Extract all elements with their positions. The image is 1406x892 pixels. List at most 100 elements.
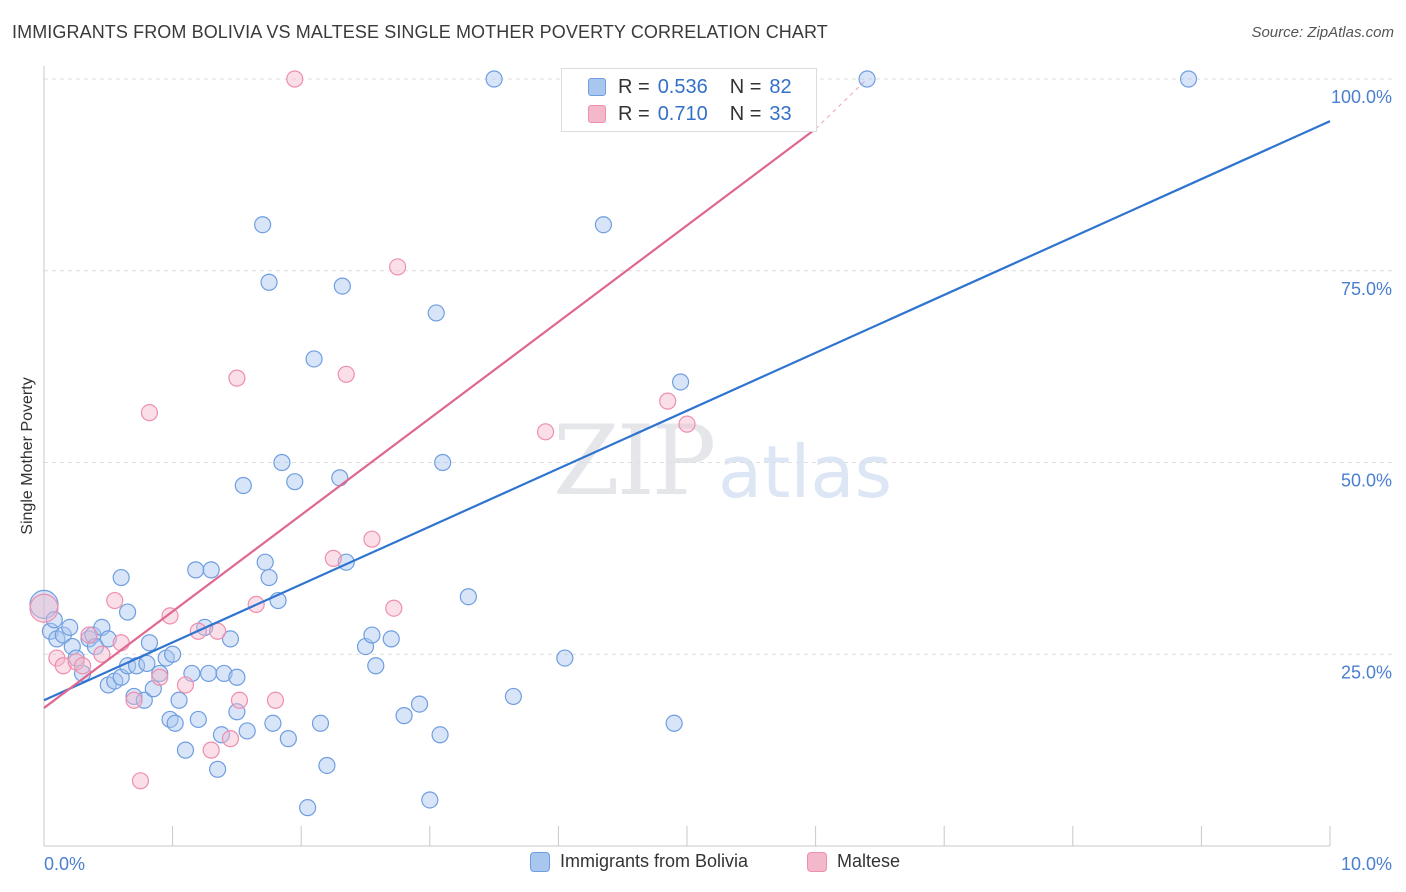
point-bolivia [459,588,477,606]
axes [43,66,1331,847]
point-bolivia [45,611,63,629]
point-bolivia [209,760,227,778]
point-maltese [678,415,696,433]
tick-labels: 25.0% 50.0% 75.0% 100.0% 0.0% 10.0% [44,87,1392,874]
point-maltese [337,365,355,383]
point-bolivia [556,649,574,667]
point-bolivia [311,714,330,732]
series-bolivia-points [29,70,1198,817]
legend-item-bolivia[interactable]: Immigrants from Bolivia [530,851,748,872]
point-maltese [385,599,403,617]
point-bolivia [260,568,278,587]
legend-label-bolivia: Immigrants from Bolivia [560,851,749,871]
point-maltese [363,530,381,548]
point-maltese [221,730,240,748]
point-bolivia [594,216,613,234]
point-maltese [112,634,130,652]
y-tick-label: 75.0% [1341,279,1392,299]
trendline-bolivia [43,120,1331,702]
series-legend: Immigrants from Bolivia Maltese [0,851,1406,877]
point-maltese [389,258,407,276]
legend-swatch-maltese [807,851,827,872]
point-bolivia [410,695,429,713]
point-bolivia [221,630,240,648]
source-label[interactable]: Source: ZipAtlas.com [1251,24,1394,41]
point-maltese [161,607,179,625]
point-bolivia [212,726,231,744]
point-maltese [202,741,220,759]
point-bolivia [264,714,282,732]
legend-r-value: 0.536 [657,75,708,98]
legend-swatch-maltese [588,105,606,123]
gridlines [44,78,1392,655]
legend-n-value: 82 [769,75,792,98]
point-bolivia [305,350,323,368]
point-bolivia [671,373,690,391]
point-maltese [230,691,249,709]
point-maltese [73,657,92,675]
point-maltese [659,392,677,410]
point-bolivia [238,722,256,740]
legend-row-maltese: R = 0.710 N = 33 [588,102,792,126]
point-maltese [80,626,98,644]
point-bolivia [382,630,400,648]
point-maltese [54,657,72,675]
point-bolivia [118,603,137,621]
point-bolivia [187,561,205,579]
point-bolivia [256,553,274,571]
point-bolivia [189,710,207,729]
legend-n-label: N = [729,102,762,125]
legend-item-maltese[interactable]: Maltese [807,851,900,872]
point-bolivia [260,273,278,291]
point-bolivia [279,730,297,748]
point-maltese [324,549,342,567]
point-maltese [176,676,195,694]
point-bolivia [61,618,79,637]
point-bolivia [99,630,117,648]
y-axis-label: Single Mother Poverty [19,377,36,535]
y-tick-label: 50.0% [1341,471,1392,491]
point-maltese [140,404,159,422]
point-bolivia [434,453,452,472]
point-bolivia [140,634,159,652]
point-maltese [228,369,246,387]
point-maltese [266,691,285,709]
legend-r-value: 0.710 [657,102,708,125]
point-bolivia [215,664,233,683]
series-maltese-points [29,70,735,790]
legend-r-label: R = [618,75,650,98]
legend-label-maltese: Maltese [837,851,901,871]
y-tick-label: 25.0% [1341,662,1392,682]
point-bolivia [170,691,188,709]
point-bolivia [151,664,169,683]
point-maltese [131,772,150,790]
point-bolivia [299,799,317,817]
point-maltese [29,593,59,623]
point-bolivia [367,657,385,675]
legend-swatch-bolivia [530,851,550,872]
point-bolivia [200,664,218,683]
point-bolivia [164,645,182,663]
point-bolivia [138,654,156,673]
y-tick-label: 100.0% [1331,87,1392,107]
legend-swatch-bolivia [588,78,606,96]
point-bolivia [125,687,143,706]
point-bolivia [166,714,184,732]
point-bolivia [273,453,291,472]
point-bolivia [318,756,336,775]
x-tick-label: 10.0% [1341,854,1392,874]
point-bolivia [286,473,304,491]
point-bolivia [234,476,252,495]
point-bolivia [176,741,195,759]
point-bolivia [112,568,130,587]
point-bolivia [202,561,220,579]
point-maltese [106,591,124,610]
point-maltese [536,423,555,441]
chart-title: IMMIGRANTS FROM BOLIVIA VS MALTESE SINGL… [12,22,828,42]
point-maltese [125,691,143,709]
point-maltese [151,668,169,686]
point-bolivia [1179,70,1198,88]
point-bolivia [421,791,439,809]
legend-r-label: R = [618,102,650,125]
